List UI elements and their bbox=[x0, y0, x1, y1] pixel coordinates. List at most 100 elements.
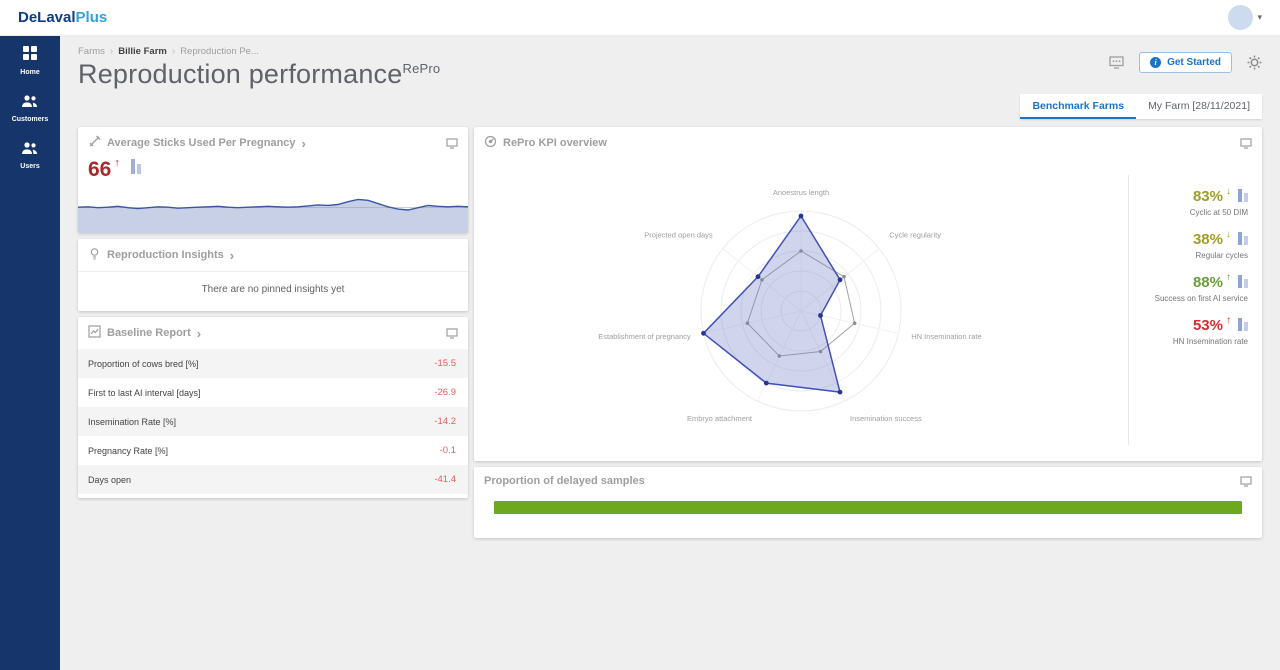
display-icon[interactable] bbox=[446, 327, 458, 339]
sidebar-item-label: Users bbox=[20, 163, 40, 170]
account-menu[interactable]: ▾ bbox=[1228, 5, 1262, 30]
avg-sticks-title: Average Sticks Used Per Pregnancy bbox=[107, 137, 296, 149]
breadcrumb-farm-name[interactable]: Billie Farm bbox=[118, 46, 167, 57]
kpi-label: Success on first AI service bbox=[1154, 294, 1248, 303]
kpi-item: 38% ↓ Regular cycles bbox=[1192, 229, 1248, 260]
kpi-item: 88% ↑ Success on first AI service bbox=[1154, 273, 1248, 303]
row-delta: -26.9 bbox=[434, 387, 456, 398]
trend-down-icon: ↓ bbox=[1226, 186, 1231, 197]
kpi-value-row: 88% ↑ bbox=[1155, 273, 1248, 291]
mini-bars-icon bbox=[1238, 189, 1248, 202]
chevron-right-icon: › bbox=[171, 46, 176, 57]
kpi-body: Anoestrus length Cycle regularity HN Insem… bbox=[474, 159, 1262, 461]
chevron-right-icon: › bbox=[109, 46, 114, 57]
insights-header: Reproduction Insights › bbox=[78, 239, 468, 272]
kpi-item: 83% ↓ Cyclic at 50 DIM bbox=[1189, 186, 1248, 217]
get-started-button[interactable]: i Get Started bbox=[1139, 52, 1232, 73]
tab-benchmark-farms[interactable]: Benchmark Farms bbox=[1020, 94, 1137, 119]
baseline-row[interactable]: First to last AI interval [days] -26.9 bbox=[78, 378, 468, 407]
baseline-row[interactable]: Pregnancy Rate [%] -0.1 bbox=[78, 436, 468, 465]
gear-icon[interactable] bbox=[1247, 55, 1262, 70]
breadcrumb-current: Reproduction Pe... bbox=[180, 46, 259, 57]
tabs: Benchmark Farms My Farm [28/11/2021] bbox=[1020, 94, 1262, 119]
display-icon[interactable] bbox=[1240, 137, 1252, 149]
chevron-right-icon[interactable]: › bbox=[229, 247, 235, 263]
row-label: Insemination Rate [%] bbox=[88, 416, 177, 427]
sticks-icon bbox=[88, 135, 101, 151]
svg-text:Embryo attachment: Embryo attachment bbox=[687, 414, 753, 423]
avatar[interactable] bbox=[1228, 5, 1254, 30]
kpi-label: HN Insemination rate bbox=[1172, 337, 1248, 346]
sidebar: Home Customers Users bbox=[0, 36, 60, 670]
display-icon[interactable] bbox=[1240, 475, 1252, 487]
kpi-overview-header: RePro KPI overview bbox=[474, 127, 1262, 159]
trend-down-icon: ↓ bbox=[1226, 229, 1231, 240]
row-delta: -15.5 bbox=[434, 358, 456, 369]
kpi-overview-title: RePro KPI overview bbox=[503, 137, 607, 149]
row-label: Pregnancy Rate [%] bbox=[88, 445, 169, 456]
trend-up-icon: ↑ bbox=[114, 157, 120, 169]
insights-empty-text: There are no pinned insights yet bbox=[201, 284, 345, 295]
tab-my-farm[interactable]: My Farm [28/11/2021] bbox=[1148, 100, 1250, 112]
baseline-row[interactable]: Days open -41.4 bbox=[78, 465, 468, 494]
brand-primary: DeLaval bbox=[18, 9, 76, 26]
kpi-value-row: 53% ↑ bbox=[1173, 316, 1248, 333]
row-delta: -41.4 bbox=[434, 474, 456, 485]
left-column: Average Sticks Used Per Pregnancy › 66 ↑ bbox=[78, 127, 468, 498]
kpi-value: 83% bbox=[1192, 188, 1223, 205]
sidebar-item-customers[interactable]: Customers bbox=[0, 85, 60, 132]
display-icon[interactable] bbox=[446, 137, 458, 149]
delayed-samples-header: Proportion of delayed samples bbox=[474, 467, 1262, 495]
mini-bars-icon bbox=[1238, 318, 1248, 331]
main-content: Farms › Billie Farm › Reproduction Pe...… bbox=[60, 36, 1280, 670]
breadcrumb-farms[interactable]: Farms bbox=[78, 46, 105, 57]
row-delta: -0.1 bbox=[439, 445, 456, 456]
mini-bars-icon bbox=[130, 159, 141, 174]
baseline-header: Baseline Report › bbox=[78, 317, 468, 349]
delayed-bar-track bbox=[474, 495, 1262, 538]
kpi-overview-card: RePro KPI overview Anoestrus length Cycle… bbox=[474, 127, 1262, 461]
svg-text:Cycle regularity: Cycle regularity bbox=[889, 231, 941, 240]
info-icon: i bbox=[1150, 57, 1162, 68]
dashboard-columns: Average Sticks Used Per Pregnancy › 66 ↑ bbox=[78, 127, 1262, 538]
breadcrumb: Farms › Billie Farm › Reproduction Pe... bbox=[78, 46, 1262, 57]
kpi-value: 38% bbox=[1192, 231, 1223, 248]
sidebar-item-users[interactable]: Users bbox=[0, 132, 60, 179]
kpi-label: Cyclic at 50 DIM bbox=[1189, 208, 1248, 217]
kpi-value-row: 83% ↓ bbox=[1190, 186, 1248, 205]
svg-text:Anoestrus length: Anoestrus length bbox=[773, 188, 829, 197]
delayed-samples-card: Proportion of delayed samples bbox=[474, 467, 1262, 538]
page-title-text: Reproduction performance bbox=[78, 59, 403, 89]
baseline-row[interactable]: Proportion of cows bred [%] -15.5 bbox=[78, 349, 468, 378]
app-logo: DeLavalPlus bbox=[18, 9, 107, 26]
people-icon bbox=[21, 141, 39, 160]
presentation-icon[interactable] bbox=[1109, 56, 1124, 69]
chart-icon bbox=[88, 325, 101, 341]
radar-wrap: Anoestrus length Cycle regularity HN Insem… bbox=[474, 159, 1128, 461]
gauge-icon bbox=[484, 135, 497, 151]
sidebar-item-label: Customers bbox=[11, 116, 49, 123]
row-delta: -14.2 bbox=[434, 416, 456, 427]
svg-text:Insemination success: Insemination success bbox=[850, 414, 922, 423]
insights-card: Reproduction Insights › There are no pin… bbox=[78, 239, 468, 311]
svg-text:Establishment of pregnancy: Establishment of pregnancy bbox=[598, 332, 691, 341]
baseline-title: Baseline Report bbox=[107, 327, 191, 339]
avg-sticks-card: Average Sticks Used Per Pregnancy › 66 ↑ bbox=[78, 127, 468, 233]
kpi-value: 88% bbox=[1192, 274, 1223, 291]
kpi-value-row: 38% ↓ bbox=[1192, 229, 1248, 248]
chevron-right-icon[interactable]: › bbox=[196, 325, 202, 341]
sidebar-item-home[interactable]: Home bbox=[0, 36, 60, 85]
row-label: First to last AI interval [days] bbox=[88, 387, 201, 398]
baseline-row[interactable]: Insemination Rate [%] -14.2 bbox=[78, 407, 468, 436]
kpi-side-panel: 83% ↓ Cyclic at 50 DIM 38% ↓ bbox=[1128, 175, 1262, 445]
tabs-row: Benchmark Farms My Farm [28/11/2021] bbox=[78, 94, 1262, 119]
baseline-table: Proportion of cows bred [%] -15.5 First … bbox=[78, 349, 468, 498]
chevron-right-icon[interactable]: › bbox=[301, 135, 306, 151]
delayed-samples-title: Proportion of delayed samples bbox=[484, 475, 645, 487]
avg-sticks-value-row: 66 ↑ bbox=[78, 157, 468, 185]
mini-bars-icon bbox=[1238, 275, 1248, 288]
right-column: RePro KPI overview Anoestrus length Cycle… bbox=[474, 127, 1262, 538]
topbar: DeLavalPlus ▾ bbox=[0, 0, 1280, 36]
insights-title: Reproduction Insights bbox=[107, 249, 224, 261]
delayed-bar bbox=[494, 501, 1242, 514]
